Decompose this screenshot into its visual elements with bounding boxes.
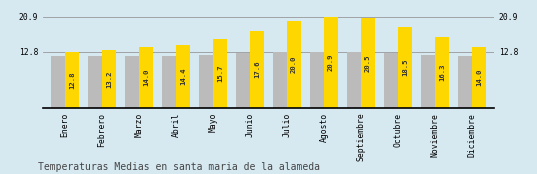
Text: 20.9: 20.9 — [328, 53, 334, 71]
Bar — [162, 56, 176, 108]
Bar — [472, 47, 486, 108]
Text: 20.5: 20.5 — [365, 54, 371, 72]
Text: 16.3: 16.3 — [439, 64, 445, 81]
Bar — [273, 52, 287, 108]
Text: 20.0: 20.0 — [291, 56, 297, 73]
Bar — [139, 47, 153, 108]
Bar — [125, 56, 139, 108]
Bar — [102, 50, 116, 108]
Bar — [176, 45, 190, 108]
Bar — [65, 52, 79, 108]
Bar — [347, 52, 361, 108]
Bar — [199, 55, 213, 108]
Bar — [421, 55, 435, 108]
Bar — [398, 27, 412, 108]
Text: Temperaturas Medias en santa maria de la alameda: Temperaturas Medias en santa maria de la… — [38, 162, 320, 172]
Text: 13.2: 13.2 — [106, 70, 112, 88]
Text: 17.6: 17.6 — [254, 61, 260, 78]
Text: 15.7: 15.7 — [217, 65, 223, 82]
Text: 12.8: 12.8 — [69, 71, 75, 89]
Text: 18.5: 18.5 — [402, 59, 408, 76]
Bar — [88, 56, 102, 108]
Bar — [458, 56, 472, 108]
Bar — [361, 18, 375, 108]
Bar — [287, 21, 301, 108]
Bar — [310, 52, 324, 108]
Text: 14.0: 14.0 — [476, 69, 482, 86]
Text: 14.4: 14.4 — [180, 68, 186, 85]
Bar — [236, 53, 250, 108]
Bar — [213, 39, 227, 108]
Text: 14.0: 14.0 — [143, 69, 149, 86]
Bar — [324, 17, 338, 108]
Bar — [384, 53, 398, 108]
Bar — [51, 56, 65, 108]
Bar — [435, 37, 449, 108]
Bar — [250, 31, 264, 108]
